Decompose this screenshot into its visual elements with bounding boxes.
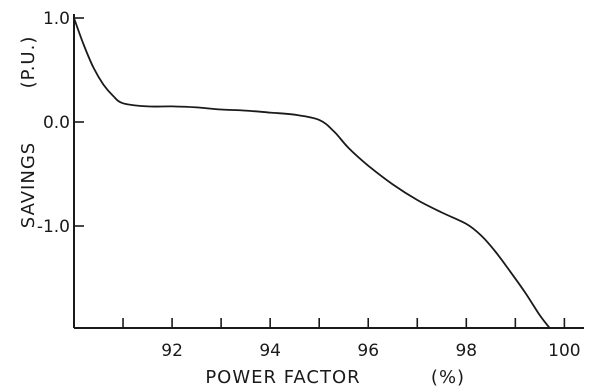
- y-axis-unit: (P.U.): [18, 36, 39, 89]
- y-axis-title: SAVINGS: [18, 142, 39, 228]
- tick-labels: 92 94 96 98 100 1.0 0.0 -1.0: [37, 9, 581, 361]
- y-tick-label: 0.0: [43, 113, 70, 133]
- x-tick-label: 98: [455, 341, 477, 361]
- ticks: [74, 17, 566, 328]
- y-tick-label: 1.0: [43, 9, 70, 29]
- x-axis-title: POWER FACTOR: [205, 367, 360, 386]
- axes: [73, 14, 584, 329]
- savings-curve: [73, 17, 551, 329]
- x-axis-unit: (%): [431, 367, 465, 386]
- x-tick-label: 100: [548, 341, 580, 361]
- x-tick-label: 96: [357, 341, 379, 361]
- x-tick-label: 94: [259, 341, 281, 361]
- x-tick-label: 92: [161, 341, 183, 361]
- y-tick-label: -1.0: [37, 217, 70, 237]
